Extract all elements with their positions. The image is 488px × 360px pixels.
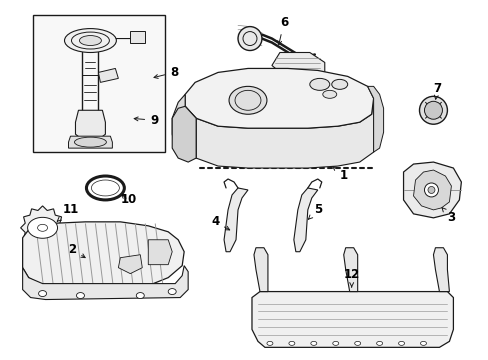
Polygon shape [253,248,267,292]
Ellipse shape [322,90,336,98]
Polygon shape [251,292,452,347]
Ellipse shape [168,289,176,294]
Polygon shape [148,240,172,265]
Text: 11: 11 [57,203,79,221]
Ellipse shape [74,137,106,147]
Polygon shape [367,86,383,152]
Text: 12: 12 [343,268,359,287]
Ellipse shape [310,341,316,345]
Ellipse shape [27,217,58,238]
Polygon shape [118,255,142,274]
Text: 9: 9 [134,114,158,127]
Polygon shape [20,206,64,250]
Ellipse shape [331,80,347,89]
Text: 1: 1 [332,166,347,181]
Bar [33,15,165,152]
Text: 6: 6 [277,16,287,45]
Ellipse shape [39,291,46,297]
Polygon shape [98,68,118,82]
Polygon shape [68,136,112,148]
Ellipse shape [398,341,404,345]
Polygon shape [432,248,448,292]
Text: 5: 5 [308,203,321,219]
Text: 2: 2 [68,243,85,258]
Text: 4: 4 [210,215,229,230]
Ellipse shape [266,341,272,345]
Ellipse shape [309,78,329,90]
Polygon shape [130,31,145,42]
Ellipse shape [427,186,434,193]
Polygon shape [403,162,461,218]
Polygon shape [75,110,105,138]
Text: 10: 10 [120,193,136,206]
Ellipse shape [80,36,101,45]
Text: 8: 8 [154,66,178,79]
Ellipse shape [419,96,447,124]
Polygon shape [271,53,324,78]
Polygon shape [185,68,373,128]
Polygon shape [413,170,450,210]
Ellipse shape [420,341,426,345]
Polygon shape [172,94,196,158]
Ellipse shape [424,101,442,119]
Ellipse shape [238,27,262,50]
Polygon shape [22,222,184,292]
Polygon shape [172,106,196,162]
Polygon shape [196,98,373,168]
Ellipse shape [76,293,84,298]
Ellipse shape [64,28,116,53]
Polygon shape [224,188,247,252]
Polygon shape [293,188,317,252]
Ellipse shape [354,341,360,345]
Ellipse shape [332,341,338,345]
Ellipse shape [424,183,438,197]
Text: 7: 7 [432,82,441,99]
Ellipse shape [228,86,266,114]
Text: 3: 3 [441,208,454,224]
Polygon shape [22,266,188,300]
Polygon shape [343,248,357,292]
Ellipse shape [376,341,382,345]
Ellipse shape [136,293,144,298]
Ellipse shape [288,341,294,345]
